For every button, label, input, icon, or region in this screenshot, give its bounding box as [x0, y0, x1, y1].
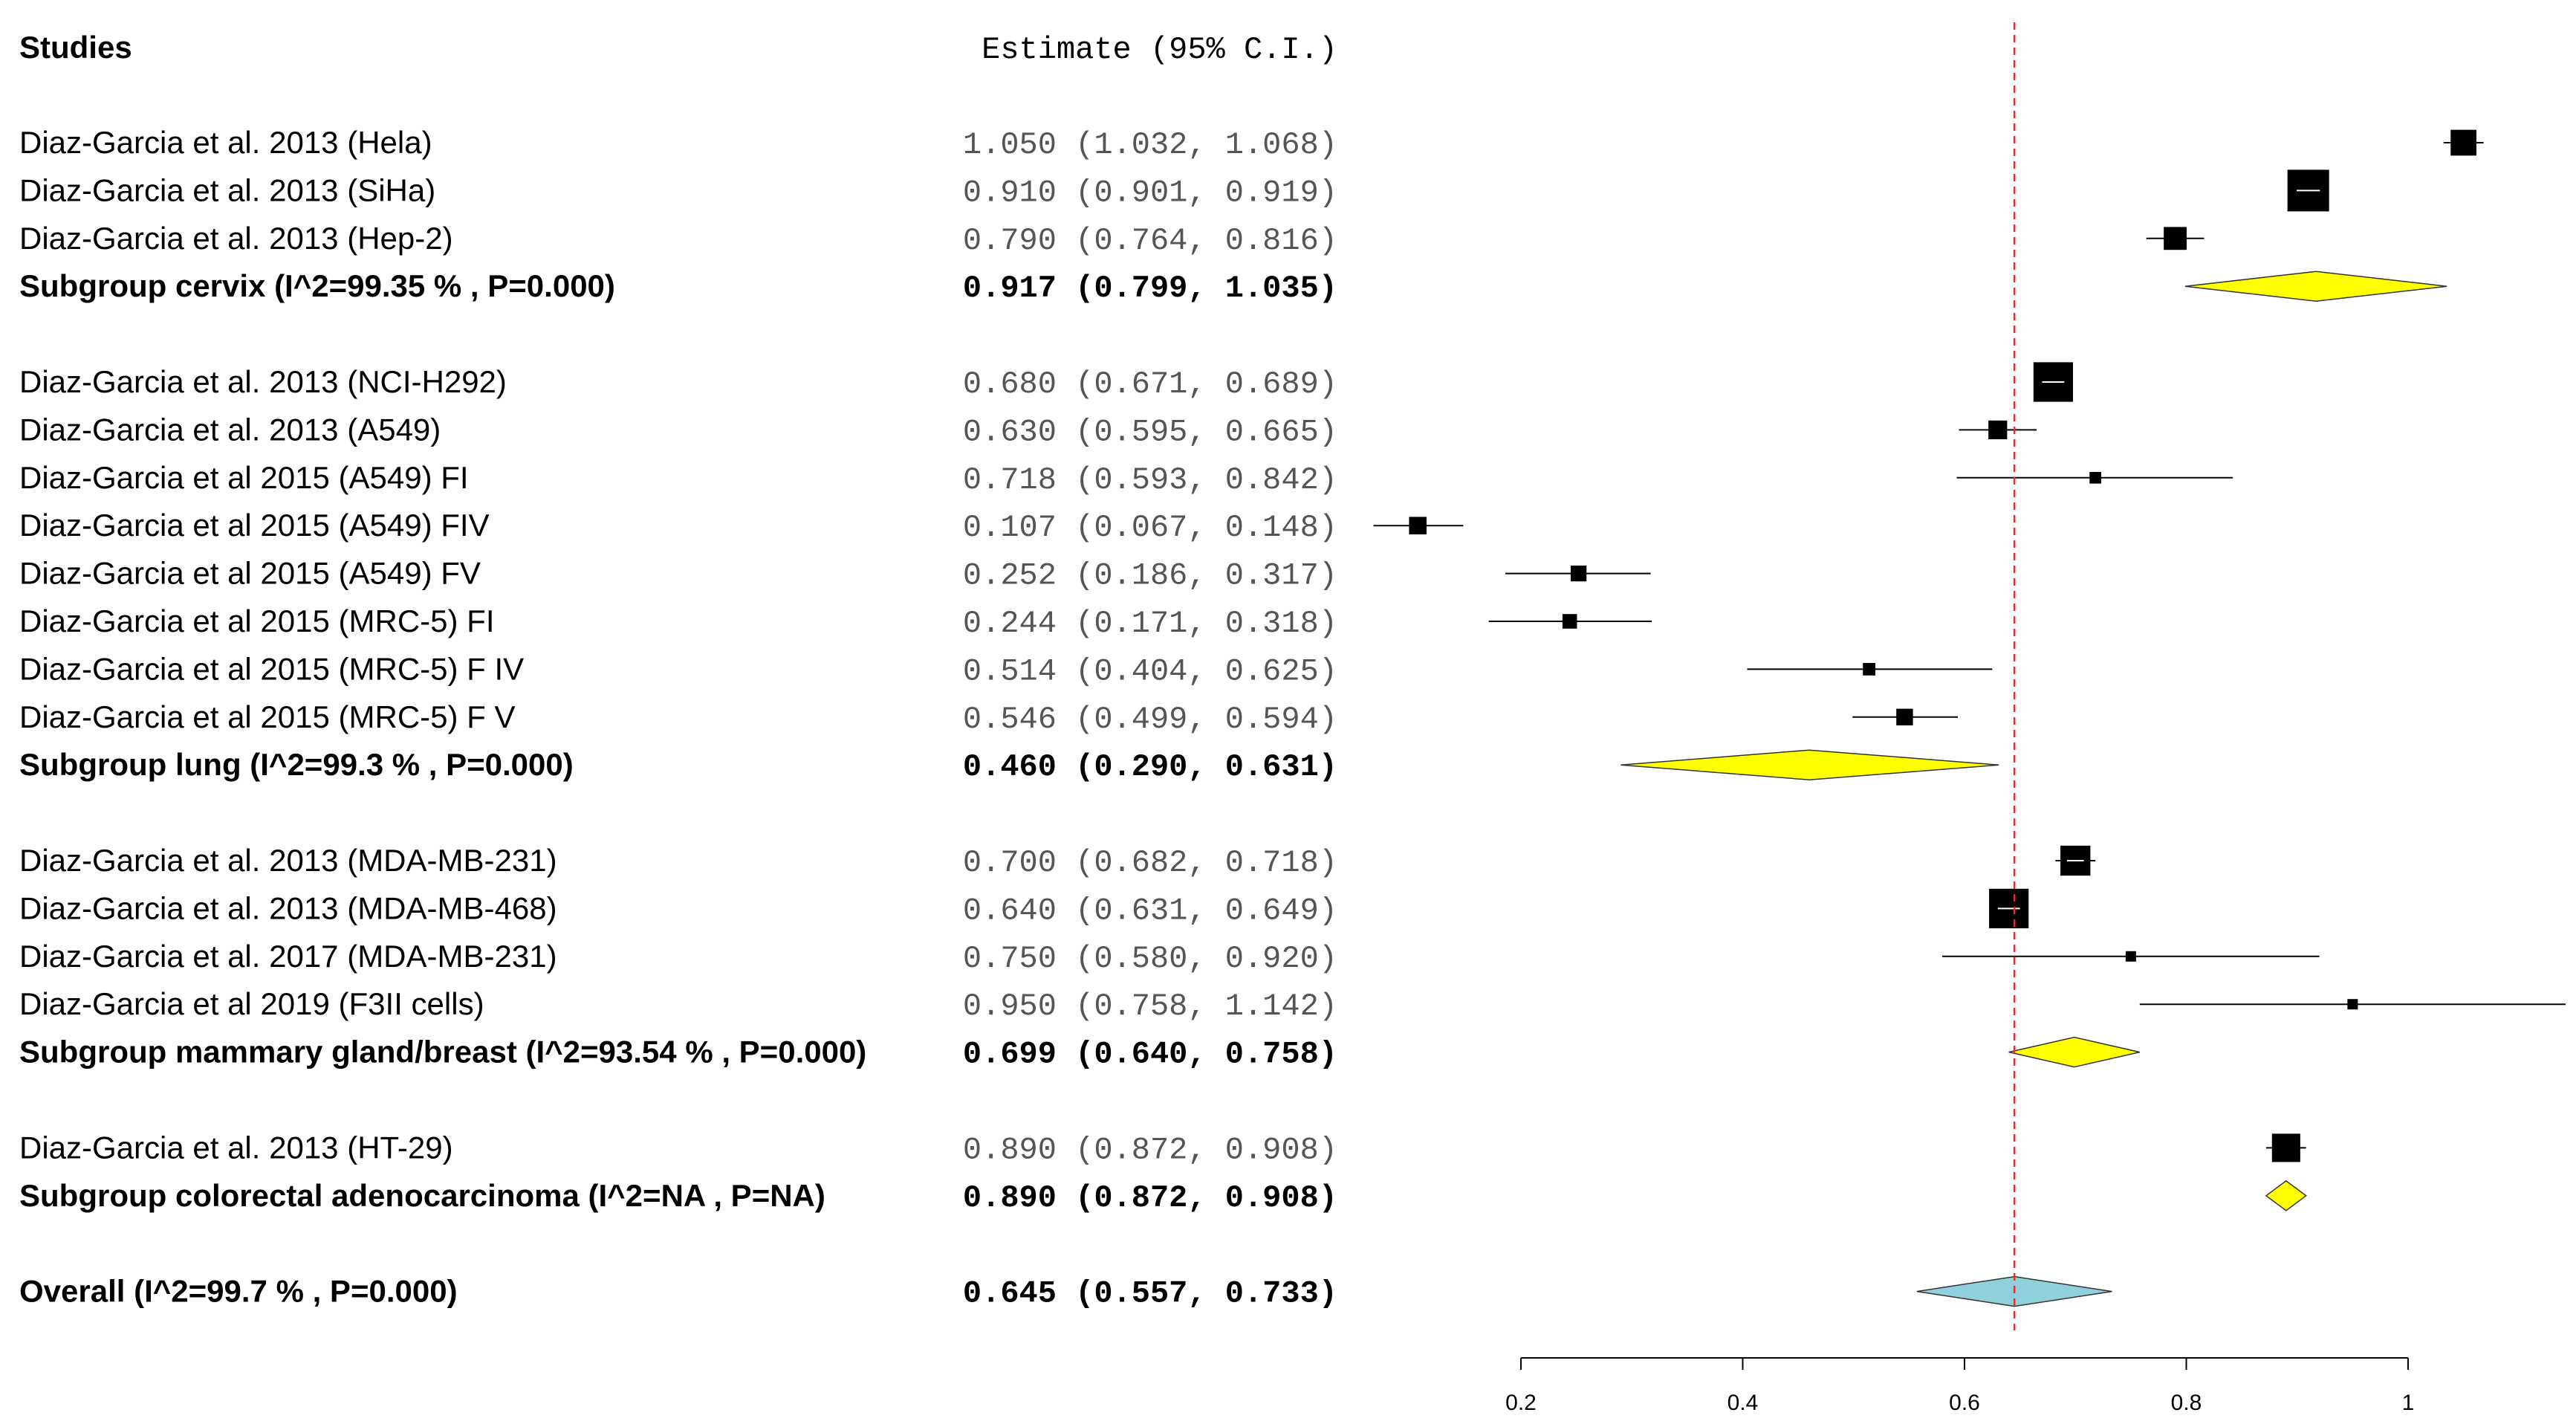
- point-estimate-box: [2347, 999, 2358, 1010]
- study-label: Diaz-Garcia et al. 2013 (MDA-MB-468): [19, 890, 557, 925]
- point-estimate-box: [2450, 129, 2476, 156]
- study-label: Diaz-Garcia et al. 2013 (NCI-H292): [19, 364, 507, 399]
- x-tick-label: 0.4: [1727, 1391, 1759, 1415]
- x-axis: 0.2 0.4 0.6 0.8 1: [1505, 22, 2414, 1415]
- overall-label: Overall (I^2=99.7 % , P=0.000): [19, 1274, 458, 1309]
- point-estimate-box: [2164, 227, 2187, 250]
- study-estimate: 0.950 (0.758, 1.142): [963, 988, 1337, 1024]
- subgroup-estimate: 0.890 (0.872, 0.908): [963, 1180, 1337, 1216]
- subgroup-label: Subgroup cervix (I^2=99.35 % , P=0.000): [19, 268, 615, 303]
- point-estimate-box: [1863, 663, 1876, 676]
- point-estimate-box: [2271, 1133, 2300, 1162]
- subgroup-label: Subgroup colorectal adenocarcinoma (I^2=…: [19, 1178, 825, 1213]
- study-label: Diaz-Garcia et al. 2013 (SiHa): [19, 172, 435, 207]
- study-estimate: 0.630 (0.595, 0.665): [963, 414, 1337, 450]
- study-label: Diaz-Garcia et al. 2013 (MDA-MB-231): [19, 843, 557, 878]
- x-tick-label: 0.8: [2171, 1391, 2202, 1415]
- study-estimate: 0.750 (0.580, 0.920): [963, 941, 1337, 977]
- subgroup-label: Subgroup lung (I^2=99.3 % , P=0.000): [19, 747, 574, 782]
- study-label: Diaz-Garcia et al 2015 (A549) FI: [19, 460, 469, 495]
- study-label: Diaz-Garcia et al. 2017 (MDA-MB-231): [19, 939, 557, 974]
- study-label: Diaz-Garcia et al. 2013 (A549): [19, 412, 441, 447]
- study-label: Diaz-Garcia et al 2015 (MRC-5) F IV: [19, 651, 524, 686]
- study-label: Diaz-Garcia et al. 2013 (HT-29): [19, 1130, 453, 1165]
- x-tick-label: 1: [2402, 1391, 2415, 1415]
- study-estimate: 0.910 (0.901, 0.919): [963, 175, 1337, 210]
- study-label: Diaz-Garcia et al 2019 (F3II cells): [19, 986, 484, 1021]
- study-estimate: 0.514 (0.404, 0.625): [963, 653, 1337, 689]
- study-estimate: 0.700 (0.682, 0.718): [963, 845, 1337, 881]
- study-label: Diaz-Garcia et al 2015 (MRC-5) F V: [19, 699, 516, 734]
- point-estimate-box: [1988, 420, 2008, 439]
- study-estimate: 0.890 (0.872, 0.908): [963, 1132, 1337, 1168]
- subgroup-diamond: [2265, 1180, 2307, 1211]
- study-label: Diaz-Garcia et al 2015 (A549) FIV: [19, 508, 490, 543]
- subgroup-diamond: [1620, 749, 1999, 780]
- overall-estimate: 0.645 (0.557, 0.733): [963, 1276, 1337, 1312]
- subgroup-estimate: 0.699 (0.640, 0.758): [963, 1037, 1337, 1072]
- x-tick-label: 0.2: [1505, 1391, 1537, 1415]
- point-estimate-box: [2125, 951, 2136, 962]
- study-estimate: 0.640 (0.631, 0.649): [963, 893, 1337, 928]
- study-estimate: 0.546 (0.499, 0.594): [963, 702, 1337, 737]
- subgroup-label: Subgroup mammary gland/breast (I^2=93.54…: [19, 1035, 866, 1070]
- subgroup-estimate: 0.917 (0.799, 1.035): [963, 271, 1337, 306]
- subgroup-diamond: [2008, 1036, 2140, 1068]
- point-estimate-box: [2089, 471, 2101, 484]
- study-estimate: 0.680 (0.671, 0.689): [963, 366, 1337, 402]
- point-estimate-box: [1896, 708, 1913, 725]
- study-estimate: 0.107 (0.067, 0.148): [963, 510, 1337, 546]
- x-tick-label: 0.6: [1949, 1391, 1980, 1415]
- study-label: Diaz-Garcia et al 2015 (MRC-5) FI: [19, 604, 495, 638]
- point-estimate-box: [1409, 517, 1427, 534]
- header-studies: Studies: [19, 30, 132, 65]
- header-estimate: Estimate (95% C.I.): [982, 32, 1337, 68]
- study-estimate: 0.244 (0.171, 0.318): [963, 606, 1337, 641]
- study-estimate: 0.252 (0.186, 0.317): [963, 558, 1337, 594]
- study-label: Diaz-Garcia et al. 2013 (Hep-2): [19, 221, 453, 256]
- point-estimate-box: [1562, 614, 1577, 629]
- study-label: Diaz-Garcia et al 2015 (A549) FV: [19, 556, 481, 591]
- study-label: Diaz-Garcia et al. 2013 (Hela): [19, 125, 432, 160]
- forest-rows: Diaz-Garcia et al. 2013 (Hela) 1.050 (1.0…: [19, 125, 2566, 1312]
- study-estimate: 0.718 (0.593, 0.842): [963, 462, 1337, 498]
- subgroup-estimate: 0.460 (0.290, 0.631): [963, 749, 1337, 785]
- point-estimate-box: [1570, 565, 1587, 582]
- study-estimate: 1.050 (1.032, 1.068): [963, 127, 1337, 163]
- study-estimate: 0.790 (0.764, 0.816): [963, 223, 1337, 259]
- subgroup-diamond: [2184, 271, 2447, 302]
